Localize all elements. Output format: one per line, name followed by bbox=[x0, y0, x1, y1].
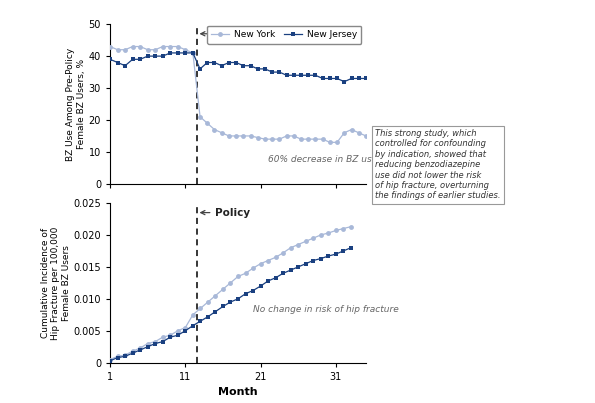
Text: 60% decrease in BZ use: 60% decrease in BZ use bbox=[268, 154, 377, 164]
Legend: New York, New Jersey: New York, New Jersey bbox=[206, 25, 361, 44]
Text: Policy: Policy bbox=[201, 29, 250, 39]
Text: Policy: Policy bbox=[201, 208, 250, 218]
Y-axis label: Cumulative Incidence of
Hip Fracture per 100,000
Female BZ Users: Cumulative Incidence of Hip Fracture per… bbox=[40, 226, 71, 340]
X-axis label: Month: Month bbox=[218, 387, 258, 397]
Text: This strong study, which
controlled for confounding
by indication, showed that
r: This strong study, which controlled for … bbox=[375, 129, 500, 200]
Text: No change in risk of hip fracture: No change in risk of hip fracture bbox=[253, 305, 399, 314]
Y-axis label: BZ Use Among Pre-Policy
Female BZ Users, %: BZ Use Among Pre-Policy Female BZ Users,… bbox=[67, 48, 86, 161]
